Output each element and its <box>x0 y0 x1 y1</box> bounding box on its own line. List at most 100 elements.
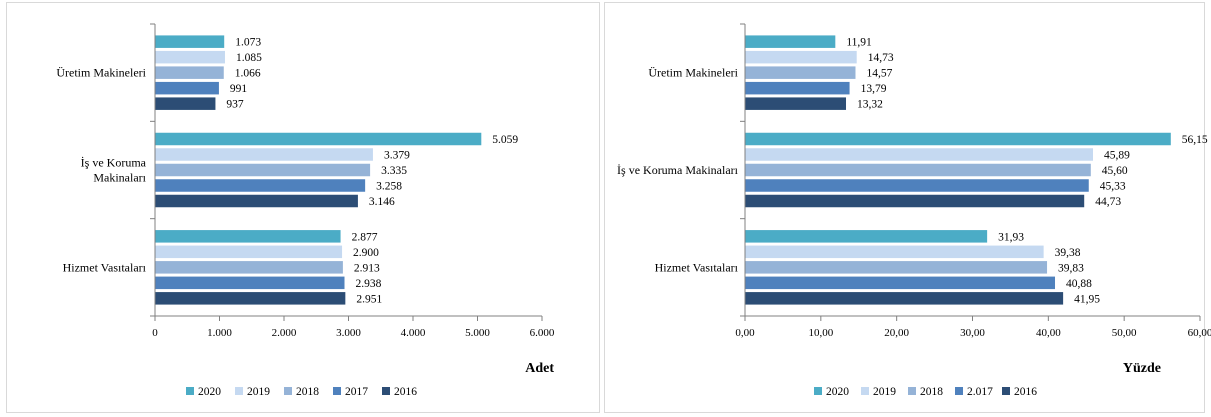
bar-2019-cat1 <box>745 148 1093 161</box>
bar-2016-cat1 <box>745 194 1085 208</box>
bar-2018-cat2 <box>745 261 1048 274</box>
data-label: 14,57 <box>866 68 892 80</box>
legend-swatch-2020 <box>186 387 194 395</box>
legend-swatch-2016 <box>382 387 390 395</box>
category-label: Üretim Makineleri <box>648 66 738 80</box>
legend-label: 2020 <box>198 386 221 398</box>
bar-2017-cat0 <box>745 81 850 95</box>
x-tick-label: 3.000 <box>336 327 361 339</box>
x-tick-label: 0,00 <box>735 327 755 339</box>
bar-2020-cat0 <box>155 35 225 48</box>
legend-label: 2019 <box>873 386 896 398</box>
bar-2018-cat1 <box>155 163 371 177</box>
legend-swatch-2016 <box>1002 387 1010 395</box>
legend-label: 2020 <box>826 386 849 398</box>
bar-2019-cat0 <box>155 50 225 64</box>
data-label: 3.335 <box>381 165 407 177</box>
x-tick-label: 20,00 <box>884 327 909 339</box>
data-label: 1.066 <box>235 68 261 80</box>
data-label: 991 <box>230 83 248 95</box>
legend-label: 2018 <box>296 386 319 398</box>
category-label: Makinaları <box>93 171 146 185</box>
bar-2016-cat0 <box>155 97 216 110</box>
bar-2019-cat2 <box>155 245 343 259</box>
bar-2016-cat1 <box>155 194 358 208</box>
category-label: Hizmet Vasıtaları <box>655 260 739 274</box>
x-tick-label: 2.000 <box>272 327 297 339</box>
data-label: 14,73 <box>868 52 894 64</box>
data-label: 1.073 <box>235 37 261 49</box>
bar-2019-cat2 <box>745 245 1044 259</box>
bar-2018-cat2 <box>155 261 343 274</box>
data-label: 41,95 <box>1074 293 1100 305</box>
axis-unit-label: Yüzde <box>1123 361 1161 376</box>
bar-2019-cat1 <box>155 148 373 161</box>
legend-label: 2017 <box>345 386 368 398</box>
bar-2020-cat2 <box>745 230 988 243</box>
legend-label: 2016 <box>394 386 417 398</box>
x-tick-label: 5.000 <box>465 327 490 339</box>
category-label: Üretim Makineleri <box>56 66 146 80</box>
bar-2018-cat1 <box>745 163 1091 177</box>
data-label: 31,93 <box>998 231 1024 243</box>
data-label: 2.951 <box>356 293 382 305</box>
legend-swatch-2020 <box>814 387 822 395</box>
legend-label: 2.017 <box>967 386 993 398</box>
data-label: 13,79 <box>861 83 887 95</box>
category-label: İş ve Koruma <box>81 156 147 170</box>
legend-label: 2016 <box>1014 386 1037 398</box>
x-tick-label: 0 <box>152 327 158 339</box>
x-tick-label: 30,00 <box>960 327 985 339</box>
data-label: 2.877 <box>352 231 378 243</box>
chart-panel-yuzde: 11,91 14,73 14,57 13,79 13,32 Üretim Makinele… <box>604 2 1211 413</box>
category-label: İş ve Koruma Makinaları <box>617 163 739 177</box>
legend-swatch-2018 <box>284 387 292 395</box>
data-label: 2.938 <box>356 278 382 290</box>
legend-swatch-2017 <box>955 387 963 395</box>
bar-2020-cat2 <box>155 230 341 243</box>
bar-2017-cat2 <box>745 276 1056 290</box>
data-label: 45,89 <box>1104 150 1130 162</box>
bar-2017-cat0 <box>155 81 219 95</box>
x-tick-label: 4.000 <box>401 327 426 339</box>
data-label: 1.085 <box>236 52 262 64</box>
bar-2020-cat0 <box>745 35 836 48</box>
data-label: 39,38 <box>1055 247 1081 259</box>
data-label: 2.900 <box>353 247 379 259</box>
data-label: 3.379 <box>384 150 410 162</box>
legend-label: 2019 <box>247 386 270 398</box>
bar-2020-cat1 <box>745 132 1171 146</box>
legend-label: 2018 <box>920 386 943 398</box>
x-tick-label: 10,00 <box>808 327 833 339</box>
bar-2016-cat0 <box>745 97 847 110</box>
chart-yuzde: 11,91 14,73 14,57 13,79 13,32 Üretim Makinele… <box>617 23 1211 398</box>
bar-2017-cat2 <box>155 276 345 290</box>
data-label: 11,91 <box>846 37 872 49</box>
legend-swatch-2017 <box>333 387 341 395</box>
data-label: 3.258 <box>376 181 402 193</box>
chart-panel-adet: 1.073 1.085 1.066 991 937 Üretim Makineleri 5.… <box>6 2 600 413</box>
x-tick-label: 40,00 <box>1036 327 1061 339</box>
x-tick-label: 60,00 <box>1188 327 1211 339</box>
data-label: 45,60 <box>1102 165 1128 177</box>
bar-2020-cat1 <box>155 132 482 146</box>
legend-swatch-2018 <box>908 387 916 395</box>
bar-2016-cat2 <box>745 292 1064 305</box>
bar-2019-cat0 <box>745 50 857 64</box>
data-label: 13,32 <box>857 99 883 111</box>
axis-unit-label: Adet <box>525 361 554 376</box>
bar-2017-cat1 <box>155 179 366 192</box>
data-label: 44,73 <box>1095 196 1121 208</box>
bar-2018-cat0 <box>155 66 224 79</box>
data-label: 40,88 <box>1066 278 1092 290</box>
legend-swatch-2019 <box>235 387 243 395</box>
x-tick-label: 50,00 <box>1112 327 1137 339</box>
bar-2018-cat0 <box>745 66 856 79</box>
category-label: Hizmet Vasıtaları <box>63 260 147 274</box>
legend-swatch-2019 <box>861 387 869 395</box>
x-tick-label: 6.000 <box>530 327 555 339</box>
data-label: 3.146 <box>369 196 395 208</box>
bar-2016-cat2 <box>155 292 346 305</box>
data-label: 2.913 <box>354 262 380 274</box>
data-label: 937 <box>226 99 244 111</box>
